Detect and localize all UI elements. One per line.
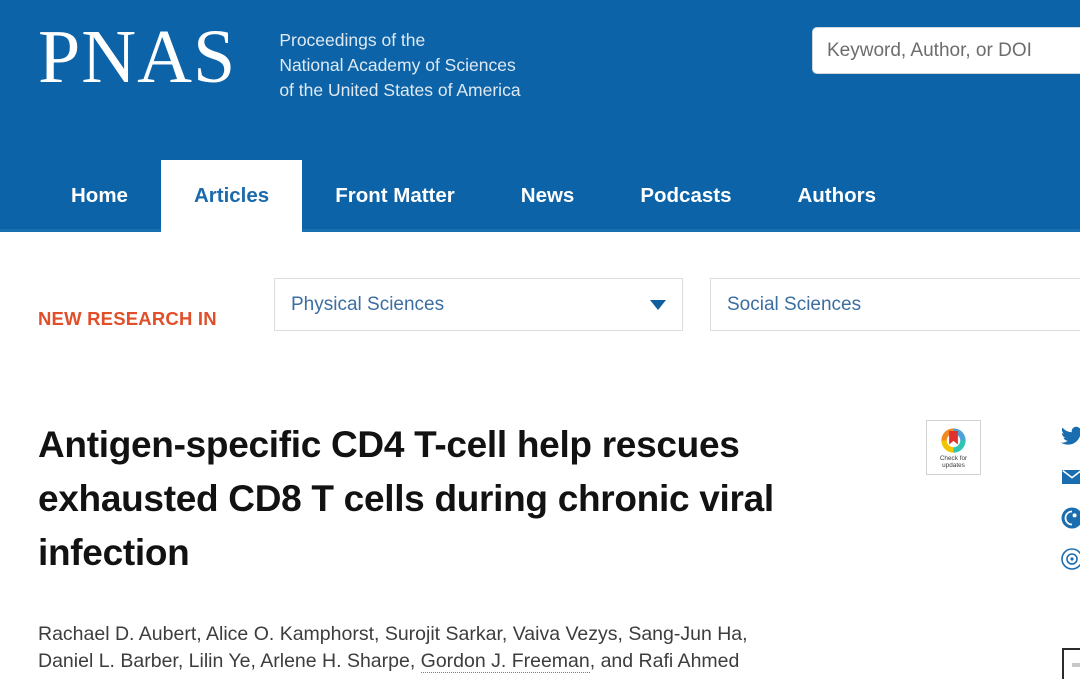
nav-item-podcasts[interactable]: Podcasts [640,184,732,207]
crossmark-label-line-1: Check for [939,454,968,462]
crossmark-label: Check for updates [940,455,967,470]
chevron-down-icon [650,299,666,310]
tagline-line-1: Proceedings of the [279,30,426,50]
nav-list: Home Articles Front Matter News Podcasts… [38,160,909,232]
authors-line-1: Rachael D. Aubert, Alice O. Kamphorst, S… [38,623,748,645]
search-input[interactable] [812,27,1080,74]
article-authors: Rachael D. Aubert, Alice O. Kamphorst, S… [38,621,848,675]
twitter-share-icon[interactable] [1060,424,1080,448]
share-rail [1060,424,1080,571]
search-box[interactable] [812,27,1080,74]
nav-item-home[interactable]: Home [71,184,128,207]
brand-tagline: Proceedings of the National Academy of S… [279,28,520,103]
article-block: Antigen-specific CD4 T-cell help rescues… [38,418,918,675]
author-gordon-j-freeman[interactable]: Gordon J. Freeman [420,650,590,673]
authors-line-2-suffix: , and Rafi Ahmed [589,650,740,672]
subject-dropdown-physical-sciences[interactable]: Physical Sciences [274,278,683,331]
corner-panel-inner-bar [1072,663,1080,667]
nav-item-news[interactable]: News [520,184,575,207]
tagline-line-2: National Academy of Sciences [279,55,516,75]
nav-item-authors[interactable]: Authors [797,184,877,207]
subject-dropdown-social-sciences[interactable]: Social Sciences [710,278,1080,331]
subject-dropdown-social-sciences-value: Social Sciences [727,293,862,315]
site-masthead: PNAS Proceedings of the National Academy… [0,0,1080,160]
orcid-icon[interactable] [1060,547,1080,571]
nav-item-front-matter[interactable]: Front Matter [335,184,455,207]
crossmark-logo-icon [940,427,967,454]
corner-panel-fragment [1062,648,1080,679]
brand-block[interactable]: PNAS Proceedings of the National Academy… [38,14,521,103]
new-research-label: NEW RESEARCH IN [38,308,217,329]
nav-item-articles[interactable]: Articles [160,160,303,232]
article-title[interactable]: Antigen-specific CD4 T-cell help rescues… [38,424,774,573]
authors-line-2-prefix: Daniel L. Barber, Lilin Ye, Arlene H. Sh… [38,650,421,672]
tagline-line-3: of the United States of America [279,80,521,100]
crossmark-check-for-updates-badge[interactable]: Check for updates [926,420,981,475]
pnas-logo[interactable]: PNAS [38,15,237,99]
new-research-filter-row: NEW RESEARCH IN [0,232,1080,372]
mendeley-share-icon[interactable] [1060,506,1080,530]
email-share-icon[interactable] [1060,465,1080,489]
primary-navigation: Home Articles Front Matter News Podcasts… [0,160,1080,232]
crossmark-label-line-2: updates [942,462,965,469]
subject-dropdown-physical-sciences-value: Physical Sciences [291,293,445,315]
